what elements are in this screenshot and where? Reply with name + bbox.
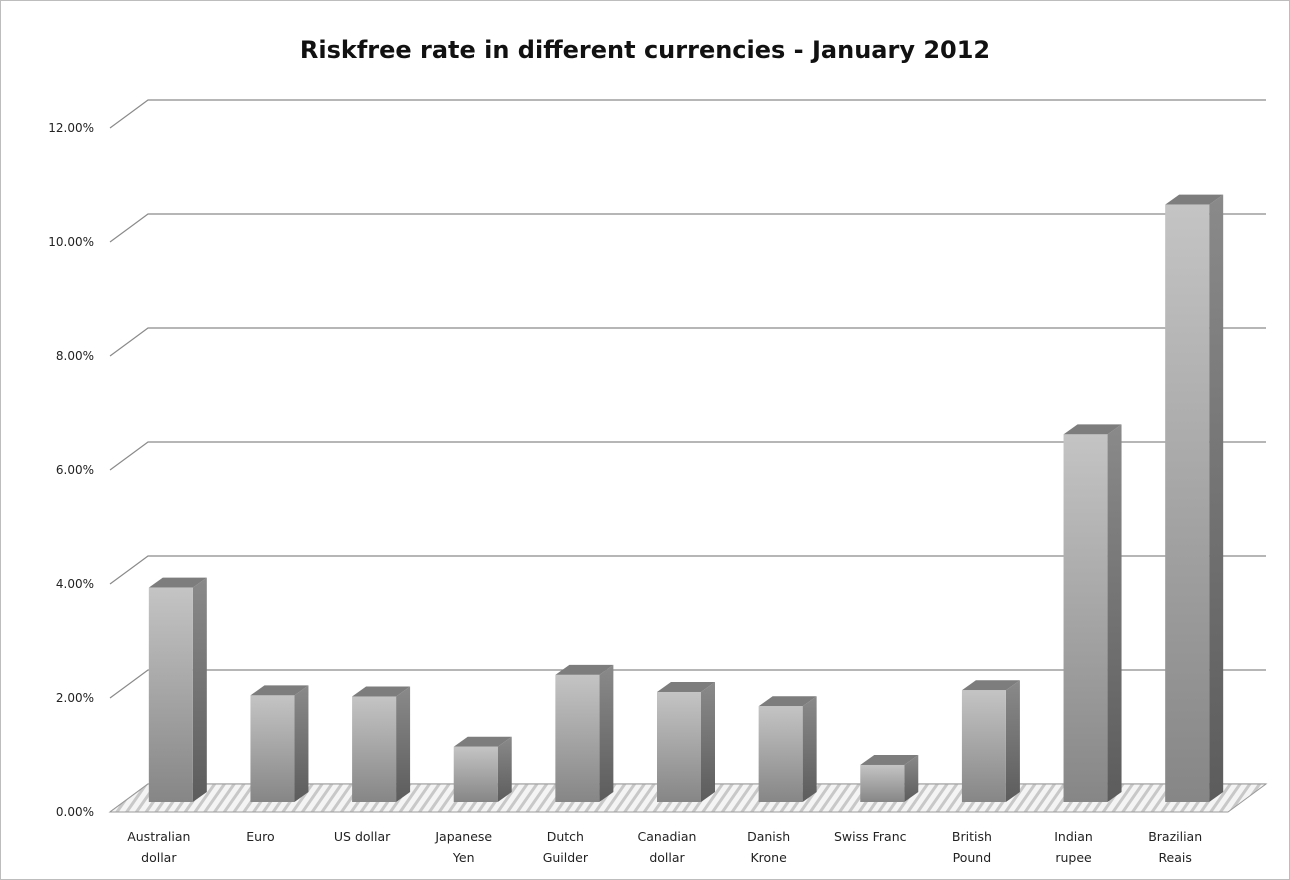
y-axis-ticks: 0.00% 2.00% 4.00% 6.00% 8.00% 10.00% 12.00% xyxy=(48,121,94,819)
bar-top xyxy=(1063,424,1122,435)
bar xyxy=(758,696,817,802)
x-category-label: Krone xyxy=(750,850,787,865)
bar-top xyxy=(860,754,919,765)
bar xyxy=(555,664,614,802)
x-category-label: dollar xyxy=(141,850,177,865)
bar xyxy=(453,736,512,802)
x-category-label: US dollar xyxy=(334,829,391,844)
bar-side xyxy=(497,736,512,802)
x-category-label: British xyxy=(952,829,992,844)
bar-top xyxy=(1165,194,1224,205)
x-category-label: Reais xyxy=(1158,850,1191,865)
bar-side xyxy=(192,577,207,802)
x-category-label: Dutch xyxy=(547,829,584,844)
bar-side xyxy=(1005,680,1020,802)
bar-front xyxy=(860,764,905,802)
y-tick-label: 12.00% xyxy=(48,121,94,135)
x-category-label: Swiss Franc xyxy=(834,829,907,844)
bar-side xyxy=(396,686,411,802)
bar xyxy=(352,686,411,802)
bar-top xyxy=(555,664,614,675)
x-category-label: Indian xyxy=(1054,829,1093,844)
x-axis-labels: Australian dollar Euro US dollar Japanese Yen… xyxy=(127,829,1202,865)
bar-front xyxy=(1063,434,1108,802)
bar-front xyxy=(657,691,701,802)
y-tick-label: 2.00% xyxy=(56,691,94,705)
y-tick-label: 0.00% xyxy=(56,805,94,819)
bar-front xyxy=(1165,204,1210,802)
chart-title: Riskfree rate in different currencies - … xyxy=(299,36,991,64)
y-tick-label: 4.00% xyxy=(56,577,94,591)
bar-front xyxy=(758,706,803,802)
x-category-label: Australian xyxy=(127,829,190,844)
bar-side xyxy=(599,664,614,802)
bar xyxy=(860,754,919,802)
y-tick-label: 6.00% xyxy=(56,463,94,477)
y-tick-label: 8.00% xyxy=(56,349,94,363)
gridlines xyxy=(109,99,1266,813)
bar xyxy=(1063,424,1122,802)
bar-front xyxy=(961,690,1006,802)
bar-front xyxy=(250,695,295,802)
gridline xyxy=(109,555,1266,585)
bar-side xyxy=(701,681,715,802)
bar-top xyxy=(352,686,411,697)
bar xyxy=(961,680,1020,802)
x-category-label: Euro xyxy=(246,829,274,844)
bar xyxy=(148,577,207,802)
bar-front xyxy=(453,746,498,802)
bar-top xyxy=(250,685,309,696)
x-category-label: Japanese xyxy=(434,829,492,844)
bar-front xyxy=(555,674,600,802)
x-category-label: Yen xyxy=(452,850,475,865)
gridline xyxy=(109,213,1266,243)
x-category-label: Danish xyxy=(747,829,790,844)
bar-side xyxy=(802,696,817,802)
bar xyxy=(1165,194,1224,802)
x-category-label: Pound xyxy=(953,850,992,865)
y-tick-label: 10.00% xyxy=(48,235,94,249)
bar-top xyxy=(758,696,817,707)
bar xyxy=(657,681,715,802)
gridline xyxy=(109,327,1266,357)
x-category-label: Guilder xyxy=(543,850,589,865)
bar-side xyxy=(1107,424,1122,802)
bar-side xyxy=(904,754,919,802)
bar-top xyxy=(961,680,1020,691)
gridline xyxy=(109,669,1266,699)
x-category-label: Canadian xyxy=(638,829,697,844)
bar-front xyxy=(148,587,193,802)
bar-top xyxy=(657,681,715,692)
bar-side xyxy=(294,685,309,802)
bars xyxy=(148,194,1224,802)
gridline xyxy=(109,99,1266,129)
x-category-label: rupee xyxy=(1055,850,1092,865)
bar xyxy=(250,685,309,802)
x-category-label: Brazilian xyxy=(1148,829,1202,844)
bar-front xyxy=(352,696,397,802)
gridline xyxy=(109,441,1266,471)
x-category-label: dollar xyxy=(649,850,685,865)
bar-top xyxy=(453,736,512,747)
bar-top xyxy=(148,577,207,588)
bar-side xyxy=(1209,194,1224,802)
